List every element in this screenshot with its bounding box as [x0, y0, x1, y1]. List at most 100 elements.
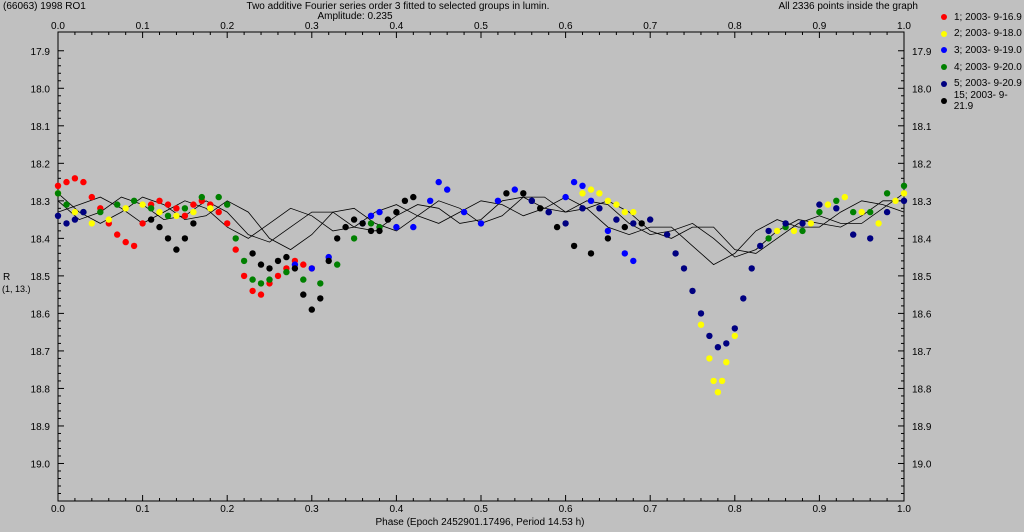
legend-marker [941, 64, 947, 71]
data-point-s2 [697, 321, 705, 328]
x-tick-label-bottom: 0.2 [220, 504, 234, 515]
y-tick-label-left: 18.8 [31, 384, 51, 395]
data-point-s3 [630, 257, 637, 265]
data-point-s2 [773, 227, 781, 235]
object-name: (66063) 1998 RO1 [3, 1, 86, 12]
data-point-s3 [562, 193, 569, 201]
data-point-s3 [435, 178, 442, 186]
data-point-s4 [833, 197, 840, 204]
data-point-s1 [54, 182, 62, 189]
data-point-s3 [376, 208, 383, 216]
x-tick-label-top: 0.1 [136, 21, 150, 32]
x-tick-label-bottom: 0.1 [136, 504, 150, 515]
data-point-s5 [714, 344, 722, 351]
data-point-s6 [520, 190, 527, 197]
y-tick-label-right: 17.9 [912, 47, 932, 58]
data-point-s5 [613, 216, 620, 223]
data-point-s5 [579, 205, 586, 212]
data-point-s2 [858, 208, 865, 216]
data-point-s4 [900, 182, 908, 189]
data-point-s4 [164, 212, 172, 219]
data-point-s1 [257, 291, 265, 298]
data-point-s4 [240, 257, 248, 265]
data-point-s5 [545, 208, 552, 216]
data-point-s4 [114, 201, 121, 208]
legend-label: 1; 2003- 9-16.9 [954, 11, 1022, 23]
data-point-s2 [900, 190, 908, 197]
data-point-s2 [723, 359, 730, 366]
x-tick-label-top: 0.4 [389, 21, 403, 32]
y-tick-label-right: 18.4 [912, 234, 932, 245]
data-point-s2 [875, 220, 882, 227]
data-point-s2 [706, 355, 713, 362]
legend-label: 5; 2003- 9-20.9 [954, 78, 1022, 90]
y-tick-label-right: 18.3 [912, 197, 932, 208]
chart-canvas: 0.0 0.0 0.1 0.1 0.2 0.2 0.3 0.3 0.4 0.4 0.5 0.5 0.6 0… [2, 21, 932, 528]
data-point-s5 [80, 208, 87, 216]
data-point-s6 [621, 223, 628, 231]
data-point-s3 [621, 250, 628, 257]
legend-item: 4; 2003- 9-20.0 [941, 60, 1022, 74]
data-point-s2 [207, 205, 214, 212]
data-point-s2 [714, 389, 722, 396]
x-tick-label-top: 0.3 [305, 21, 319, 32]
legend-marker [941, 14, 947, 20]
data-point-s6 [291, 265, 299, 272]
data-point-s4 [232, 235, 239, 242]
x-axis-label: Phase (Epoch 2452901.17496, Period 14.53… [375, 517, 584, 528]
data-point-s1 [240, 272, 248, 280]
y-tick-label-right: 19.0 [912, 459, 932, 470]
data-point-s1 [114, 231, 121, 238]
data-point-s1 [173, 205, 180, 212]
data-point-s2 [731, 332, 738, 340]
data-point-s3 [367, 212, 375, 219]
data-point-s2 [587, 186, 595, 193]
data-point-s4 [54, 190, 62, 197]
data-point-s2 [892, 197, 899, 204]
data-point-s6 [570, 242, 578, 250]
data-point-s2 [122, 205, 129, 212]
data-point-s4 [816, 208, 823, 216]
x-tick-label-bottom: 0.0 [51, 504, 65, 515]
data-point-s4 [266, 276, 273, 283]
data-point-s1 [130, 242, 138, 250]
data-point-s6 [334, 235, 341, 242]
data-point-s1 [88, 193, 96, 201]
legend-marker [941, 47, 947, 54]
x-tick-label-bottom: 0.4 [389, 504, 403, 515]
data-point-s5 [799, 220, 806, 227]
data-point-s4 [224, 201, 231, 208]
y-tick-label-left: 19.0 [31, 459, 51, 470]
data-point-s4 [257, 280, 265, 287]
data-point-s1 [139, 220, 146, 227]
data-point-s4 [283, 268, 290, 276]
data-point-s6 [367, 227, 375, 235]
y-tick-label-right: 18.9 [912, 422, 932, 433]
data-point-s4 [249, 276, 256, 283]
data-point-s6 [325, 257, 332, 265]
x-tick-label-top: 0.0 [51, 21, 65, 32]
data-point-s5 [630, 220, 637, 227]
data-point-s3 [477, 220, 485, 227]
data-point-s3 [587, 197, 595, 204]
data-point-s2 [710, 377, 717, 385]
data-point-s2 [596, 190, 603, 197]
data-point-s2 [824, 201, 832, 208]
data-point-s1 [232, 246, 239, 253]
data-point-s2 [71, 208, 79, 216]
x-tick-label-top: 0.5 [474, 21, 488, 32]
data-point-s5 [723, 340, 730, 347]
x-tick-label-bottom: 0.6 [559, 504, 573, 515]
data-point-s3 [444, 186, 451, 193]
data-point-s5 [596, 205, 603, 212]
amplitude-label: Amplitude: 0.235 [317, 11, 393, 22]
data-point-s5 [54, 212, 62, 219]
data-point-s1 [80, 178, 87, 186]
y-tick-label-right: 18.7 [912, 347, 932, 358]
data-point-s6 [173, 246, 180, 253]
y-tick-label-left: 18.3 [31, 197, 51, 208]
data-point-s6 [147, 216, 155, 223]
data-point-s1 [122, 238, 129, 246]
data-point-s6 [266, 265, 273, 272]
data-point-s5 [883, 208, 891, 216]
